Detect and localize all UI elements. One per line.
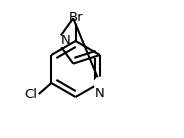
Text: N: N (94, 87, 104, 100)
Text: Br: Br (68, 10, 83, 23)
Text: N: N (61, 34, 70, 47)
Text: Cl: Cl (24, 88, 38, 101)
